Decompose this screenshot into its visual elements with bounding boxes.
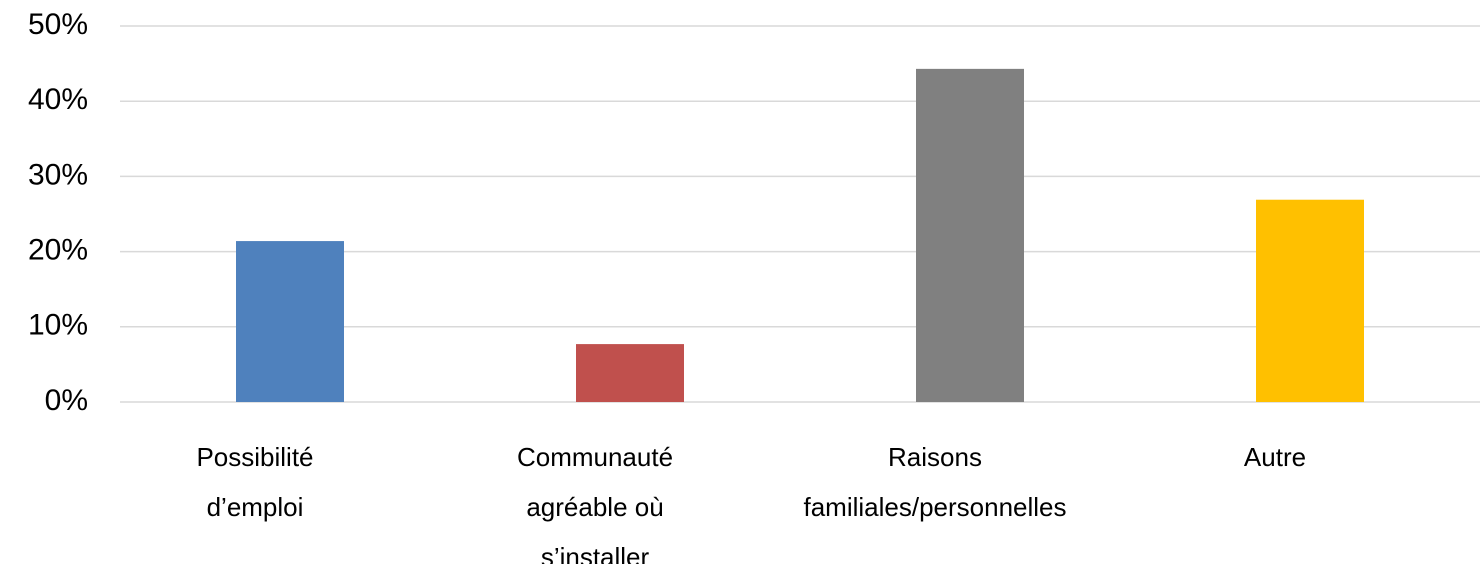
bar [236, 241, 344, 402]
x-tick-label: Communauté agréable où s’installer [516, 442, 674, 564]
y-tick-label: 0% [45, 384, 88, 417]
bar [916, 68, 1024, 402]
bar [576, 344, 684, 402]
x-tick-label: Raisons familiales/personnelles [803, 442, 1067, 522]
y-tick-label: 30% [28, 158, 88, 191]
x-tick-label: Autre [1243, 442, 1307, 472]
y-tick-label: 10% [28, 309, 88, 342]
bar [1256, 199, 1364, 402]
x-tick-label: Possibilité d’emploi [196, 442, 314, 522]
y-tick-label: 20% [28, 234, 88, 267]
y-tick-label: 40% [28, 83, 88, 116]
y-tick-label: 50% [28, 8, 88, 41]
